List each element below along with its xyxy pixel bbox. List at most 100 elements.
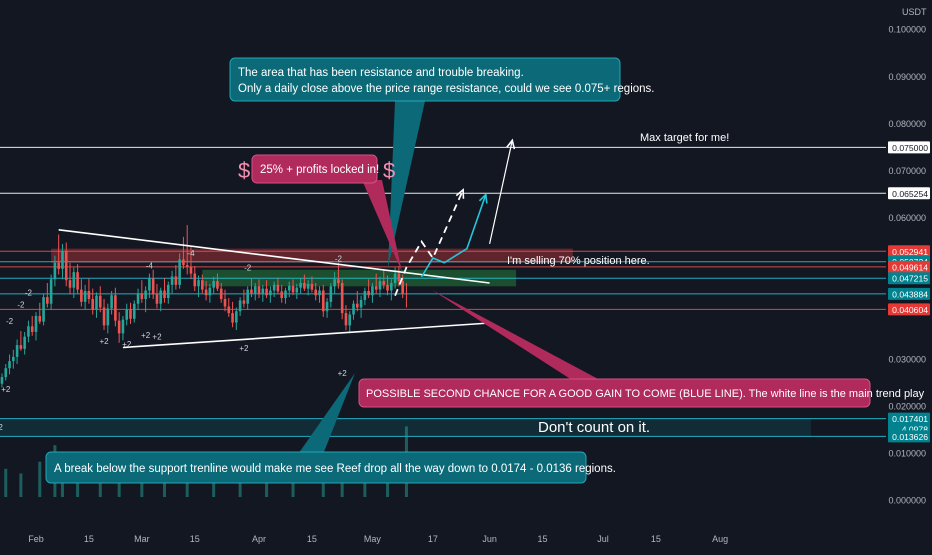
volume-bar-7 (98, 475, 102, 497)
candle-body-17 (46, 297, 49, 304)
wave-labels-layer: +2+2+2-2-2-2+2+2+2+2-4-4+2-2-2+2 (0, 249, 347, 432)
price-tag-label-9: 0.017401 (892, 414, 928, 424)
y-tick-label-4: 0.060000 (888, 213, 926, 223)
candle-body-11 (23, 336, 26, 349)
candle-body-38 (125, 309, 129, 320)
candle-body-111 (401, 281, 404, 294)
candle-body-46 (155, 294, 159, 304)
price-tag-label-0: 0.075000 (892, 143, 928, 153)
candle-body-72 (253, 286, 257, 294)
price-tag-bg-9 (888, 412, 930, 425)
break-below-callout-box (45, 451, 587, 484)
candle-body-94 (337, 279, 340, 283)
candle-body-5 (0, 377, 4, 384)
candle-body-13 (30, 326, 34, 332)
trendline-descending-resistance (58, 228, 490, 284)
trendline-ascending-support (122, 322, 490, 349)
candle-body-43 (144, 290, 147, 299)
wave-label-3: -2 (6, 317, 14, 326)
candle-body-39 (129, 309, 132, 319)
time-axis[interactable]: Feb 15 Mar 15 Apr 15 May 17 Jun 15 Jul 15 Aug (28, 534, 728, 544)
candle-body-58 (201, 280, 204, 290)
candle-body-79 (280, 291, 283, 299)
candle-body-22 (64, 250, 68, 281)
volume-bar-3 (38, 461, 42, 497)
x-tick-label-0: Feb (28, 534, 44, 544)
candle-body-29 (91, 298, 94, 310)
candle-body-69 (242, 300, 246, 304)
resistance-callout-line1: The area that has been resistance and tr… (238, 67, 524, 79)
candle-body-28 (87, 290, 91, 299)
candle-body-65 (227, 306, 231, 314)
projection-long-arrow (489, 140, 513, 245)
price-tag-label-8: 0.040604 (892, 305, 928, 315)
x-tick-label-5: 15 (307, 534, 317, 544)
resistance-callout-box (229, 57, 621, 102)
candle-body-68 (238, 300, 242, 312)
y-tick-label-8: 0.020000 (888, 401, 926, 411)
wave-label-8: +2 (141, 331, 151, 340)
wave-label-12: +2 (239, 344, 249, 353)
annotations-layer: Max target for me! I'm selling 70% posit… (45, 57, 925, 484)
candle-body-10 (19, 345, 23, 349)
volume-bar-2 (19, 473, 23, 497)
profits-callout-text: 25% + profits locked in! (260, 164, 379, 176)
candle-body-9 (15, 345, 19, 357)
wave-label-4: -2 (17, 300, 25, 309)
price-axis[interactable]: USDT 0.100000 0.090000 0.080000 0.070000 0.0… (888, 7, 927, 506)
candle-body-97 (348, 314, 352, 326)
price-levels-layer (0, 146, 886, 437)
price-tag-bg-7 (888, 287, 930, 300)
candle-body-104 (374, 286, 378, 290)
price-tag-bg-1 (888, 187, 930, 200)
y-tick-label-10: 0.000000 (888, 496, 926, 506)
volume-bar-10 (163, 478, 167, 497)
candle-body-66 (231, 313, 234, 323)
x-tick-label-3: 15 (190, 534, 200, 544)
candle-body-78 (276, 284, 280, 292)
candle-body-67 (235, 311, 238, 323)
candle-body-61 (212, 281, 215, 288)
candle-body-98 (352, 303, 355, 315)
price-tag-label-1: 0.065254 (892, 189, 928, 199)
price-tag-label-6: 0.047215 (892, 274, 928, 284)
candle-body-86 (306, 283, 310, 289)
y-tick-label-2: 0.080000 (888, 119, 926, 129)
candle-body-35 (114, 295, 117, 321)
projection-long-arrowhead (506, 138, 516, 150)
wave-label-5: -2 (25, 289, 33, 298)
y-tick-label-3: 0.070000 (888, 166, 926, 176)
candle-body-81 (287, 285, 291, 291)
candle-body-103 (371, 286, 374, 296)
x-tick-label-4: Apr (252, 534, 266, 544)
break-below-callout-text: A break below the support trenline would… (54, 463, 616, 475)
candle-body-75 (265, 288, 268, 296)
profits-callout-pointer (362, 180, 402, 272)
candle-body-27 (83, 290, 87, 302)
candle-body-59 (204, 289, 208, 296)
candle-body-23 (68, 280, 72, 288)
x-tick-label-7: 17 (428, 534, 438, 544)
x-tick-label-2: Mar (134, 534, 150, 544)
candle-body-30 (95, 295, 98, 310)
x-tick-label-10: Jul (597, 534, 609, 544)
candle-body-41 (136, 293, 140, 304)
candle-body-112 (405, 293, 408, 295)
price-tag-label-2: 0.052941 (892, 247, 928, 257)
y-tick-label-7: 0.030000 (888, 354, 926, 364)
candle-body-80 (284, 290, 287, 299)
price-tag-bg-6 (888, 272, 930, 285)
candle-body-31 (98, 295, 102, 308)
wave-label-11: -4 (187, 249, 195, 258)
wave-label-1: +2 (0, 423, 3, 432)
candle-body-88 (314, 289, 318, 296)
volume-bar-9 (140, 473, 144, 497)
candle-body-40 (132, 303, 136, 319)
candle-body-57 (197, 280, 200, 287)
wave-label-6: +2 (99, 337, 109, 346)
candle-body-54 (185, 265, 189, 267)
x-tick-label-1: 15 (84, 534, 94, 544)
candle-body-51 (174, 276, 178, 285)
